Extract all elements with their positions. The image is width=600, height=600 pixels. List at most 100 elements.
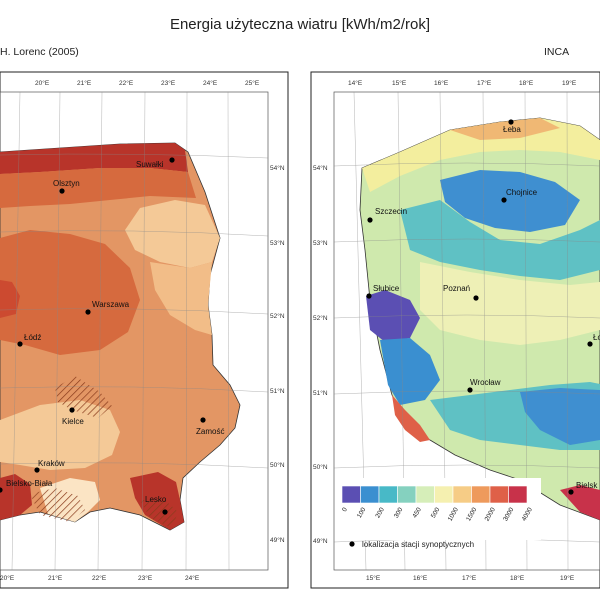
right-inner-frame xyxy=(333,91,600,571)
tick: 19°E xyxy=(562,79,577,87)
left-bottom-ticks: 20°E 21°E 22°E 23°E 24°E xyxy=(0,574,200,582)
right-top-ticks: 14°E 15°E 16°E 17°E 18°E 19°E xyxy=(348,79,577,87)
city-dot xyxy=(69,407,75,413)
legend-swatch xyxy=(415,485,435,504)
figure-title: Energia użyteczna wiatru [kWh/m2/rok] xyxy=(169,16,431,33)
city-dot xyxy=(162,509,168,515)
tick: 24°E xyxy=(185,574,200,582)
left-top-ticks: 20°E 21°E 22°E 23°E 24°E 25°E xyxy=(35,79,260,87)
legend-break-label: 200 xyxy=(374,506,386,519)
city-label-poznan: Poznań xyxy=(443,284,470,293)
city-dot xyxy=(508,119,514,125)
legend-swatch xyxy=(489,485,509,504)
left-cities: Suwałki Olsztyn Warszawa Łódź Kielce Zam… xyxy=(0,157,224,515)
legend-station-label: lokalizacja stacji synoptycznych xyxy=(362,540,474,549)
left-zone-dark-west xyxy=(0,280,20,318)
city-label-wroclaw: Wrocław xyxy=(470,378,501,387)
left-zone-light-south xyxy=(0,400,120,470)
left-zone-dark-north xyxy=(0,143,188,174)
tick: 54°N xyxy=(313,164,328,172)
legend-swatch xyxy=(452,485,472,504)
left-map-panel: 20°E 21°E 22°E 23°E 24°E 25°E 20°E 21°E … xyxy=(0,71,289,589)
legend-swatch xyxy=(397,485,417,504)
legend-swatch xyxy=(378,485,398,504)
tick: 50°N xyxy=(270,461,285,469)
legend-break-label: 0 xyxy=(341,506,349,513)
tick: 15°E xyxy=(366,574,381,582)
right-zone-blue-south xyxy=(520,388,600,445)
city-label-chojnice: Chojnice xyxy=(506,188,538,197)
city-dot xyxy=(34,467,40,473)
tick: 50°N xyxy=(313,463,328,471)
legend-break-label: 100 xyxy=(356,506,368,519)
legend-break-label: 500 xyxy=(430,506,442,519)
right-cities: Łeba Chojnice Szczecin Poznań Słubice Wr… xyxy=(366,119,600,495)
right-zone-red-sudety xyxy=(392,395,430,442)
city-dot xyxy=(200,417,206,423)
legend-swatch xyxy=(471,485,491,504)
left-hatch-kielce xyxy=(55,376,112,418)
legend-station-dot xyxy=(349,541,355,547)
city-dot xyxy=(59,188,65,194)
tick: 20°E xyxy=(35,79,50,87)
tick: 17°E xyxy=(462,574,477,582)
left-hatch-lesko xyxy=(140,500,178,528)
city-dot xyxy=(17,341,23,347)
right-zone-blue-north xyxy=(440,170,580,232)
city-label-bielsko-biala: Bielsko-Biała xyxy=(6,479,53,488)
right-zone-blue-west xyxy=(380,338,440,405)
tick: 23°E xyxy=(161,79,176,87)
tick: 21°E xyxy=(77,79,92,87)
legend-swatch xyxy=(508,485,528,504)
legend-break-label: 450 xyxy=(411,506,423,519)
right-bottom-ticks: 15°E 16°E 17°E 18°E 19°E xyxy=(366,574,575,582)
right-map-panel: 14°E 15°E 16°E 17°E 18°E 19°E 15°E 16°E … xyxy=(310,71,600,589)
right-source-label: INCA xyxy=(544,46,570,58)
city-label-lodz: Łódź xyxy=(24,333,41,342)
legend-swatches xyxy=(341,485,528,504)
right-zone-coast-orange xyxy=(450,118,560,140)
legend-swatch xyxy=(360,485,380,504)
city-label-bielsko-partial: Bielsk xyxy=(576,481,598,490)
legend-swatch xyxy=(434,485,454,504)
tick: 15°E xyxy=(392,79,407,87)
city-label-krakow: Kraków xyxy=(38,459,65,468)
city-dot xyxy=(367,217,373,223)
legend-swatch xyxy=(341,485,361,504)
city-dot xyxy=(0,487,3,493)
right-zone-cyan-north xyxy=(400,200,600,280)
left-source-label: H. Lorenc (2005) xyxy=(0,46,79,58)
tick: 16°E xyxy=(413,574,428,582)
city-dot xyxy=(366,293,372,299)
tick: 54°N xyxy=(270,164,285,172)
city-label-kielce: Kielce xyxy=(62,417,84,426)
city-label-slubice: Słubice xyxy=(373,284,400,293)
city-dot xyxy=(85,309,91,315)
tick: 14°E xyxy=(348,79,363,87)
left-graticule xyxy=(0,91,269,571)
legend: 0 100 200 300 450 500 1000 1500 2000 3000 4000 lok… xyxy=(336,478,541,549)
tick: 22°E xyxy=(119,79,134,87)
tick: 25°E xyxy=(245,79,260,87)
city-dot xyxy=(467,387,473,393)
tick: 51°N xyxy=(270,387,285,395)
tick: 16°E xyxy=(434,79,449,87)
city-dot xyxy=(473,295,479,301)
tick: 23°E xyxy=(138,574,153,582)
left-zone-dark-south xyxy=(0,474,32,520)
city-label-lodz-partial: Ło xyxy=(593,333,600,342)
tick: 24°E xyxy=(203,79,218,87)
city-dot xyxy=(568,489,574,495)
city-dot xyxy=(501,197,507,203)
left-hatch-south xyxy=(30,488,85,522)
tick: 52°N xyxy=(270,312,285,320)
right-left-ticks: 54°N 53°N 52°N 51°N 50°N 49°N xyxy=(313,164,328,545)
city-label-szczecin: Szczecin xyxy=(375,207,407,216)
left-zone-mid-north xyxy=(0,168,196,208)
tick: 53°N xyxy=(313,239,328,247)
legend-break-label: 300 xyxy=(393,506,405,519)
city-label-suwalki: Suwałki xyxy=(136,160,164,169)
left-zone-light-ne xyxy=(125,200,220,268)
tick: 21°E xyxy=(48,574,63,582)
city-label-leba: Łeba xyxy=(503,125,521,134)
